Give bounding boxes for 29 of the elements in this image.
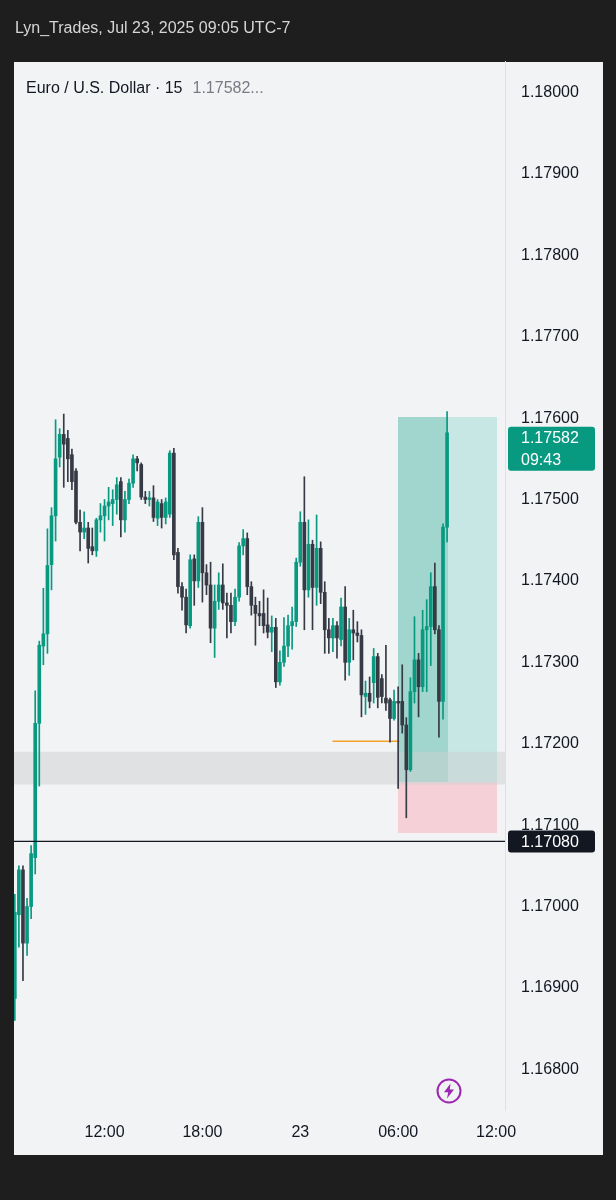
y-tick-label: 1.17100 — [521, 815, 579, 833]
x-tick-label: 23 — [291, 1123, 310, 1141]
x-tick-label: 06:00 — [378, 1123, 419, 1141]
text: Euro / U.S. Dollar · 15 — [26, 79, 183, 96]
x-tick-label: 12:00 — [476, 1123, 517, 1141]
y-tick-label: 1.17700 — [521, 327, 579, 345]
candlestick — [351, 609, 356, 661]
y-tick-label: 1.17300 — [521, 652, 579, 670]
y-tick-label: 1.16900 — [521, 978, 579, 996]
text: 09:43 — [521, 451, 562, 469]
text: 1.17582 — [521, 429, 579, 447]
y-tick-label: 1.17500 — [521, 489, 579, 507]
text: Lyn_Trades, Jul 23, 2025 09:05 UTC-7 — [15, 18, 291, 38]
candlestick — [82, 511, 86, 539]
y-tick-label: 1.17900 — [521, 164, 579, 182]
ref-line-label: 1.17080 — [521, 832, 579, 850]
y-tick-label: 1.18000 — [521, 82, 579, 100]
text: 1.17582... — [192, 79, 264, 96]
y-tick-label: 1.16800 — [521, 1059, 579, 1077]
y-tick-label: 1.17000 — [521, 896, 579, 914]
y-tick-label: 1.17600 — [521, 408, 579, 426]
candlestick — [61, 413, 66, 488]
candlestick — [396, 686, 400, 789]
x-tick-label: 18:00 — [182, 1123, 223, 1141]
candlestick — [269, 615, 274, 653]
y-tick-label: 1.17200 — [521, 734, 579, 752]
x-tick-label: 12:00 — [84, 1123, 125, 1141]
y-tick-label: 1.17400 — [521, 571, 579, 589]
y-tick-label: 1.17800 — [521, 245, 579, 263]
